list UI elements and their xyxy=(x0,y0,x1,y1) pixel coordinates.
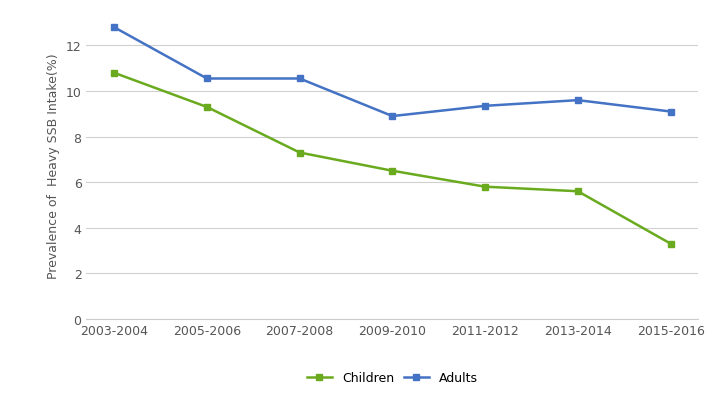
Adults xyxy=(202,77,211,82)
Line: Adults: Adults xyxy=(111,25,674,120)
Adults xyxy=(295,77,304,82)
Children xyxy=(574,189,582,194)
Adults xyxy=(110,26,119,31)
Children xyxy=(388,169,397,174)
Children xyxy=(481,185,490,190)
Adults xyxy=(388,115,397,119)
Children xyxy=(295,151,304,155)
Adults xyxy=(574,99,582,103)
Children xyxy=(110,71,119,76)
Line: Children: Children xyxy=(111,70,674,247)
Y-axis label: Prevalence of  Heavy SSB Intake(%): Prevalence of Heavy SSB Intake(%) xyxy=(47,53,60,278)
Children xyxy=(666,242,675,247)
Adults xyxy=(481,104,490,109)
Legend: Children, Adults: Children, Adults xyxy=(307,371,478,384)
Adults xyxy=(666,110,675,115)
Children xyxy=(202,105,211,110)
